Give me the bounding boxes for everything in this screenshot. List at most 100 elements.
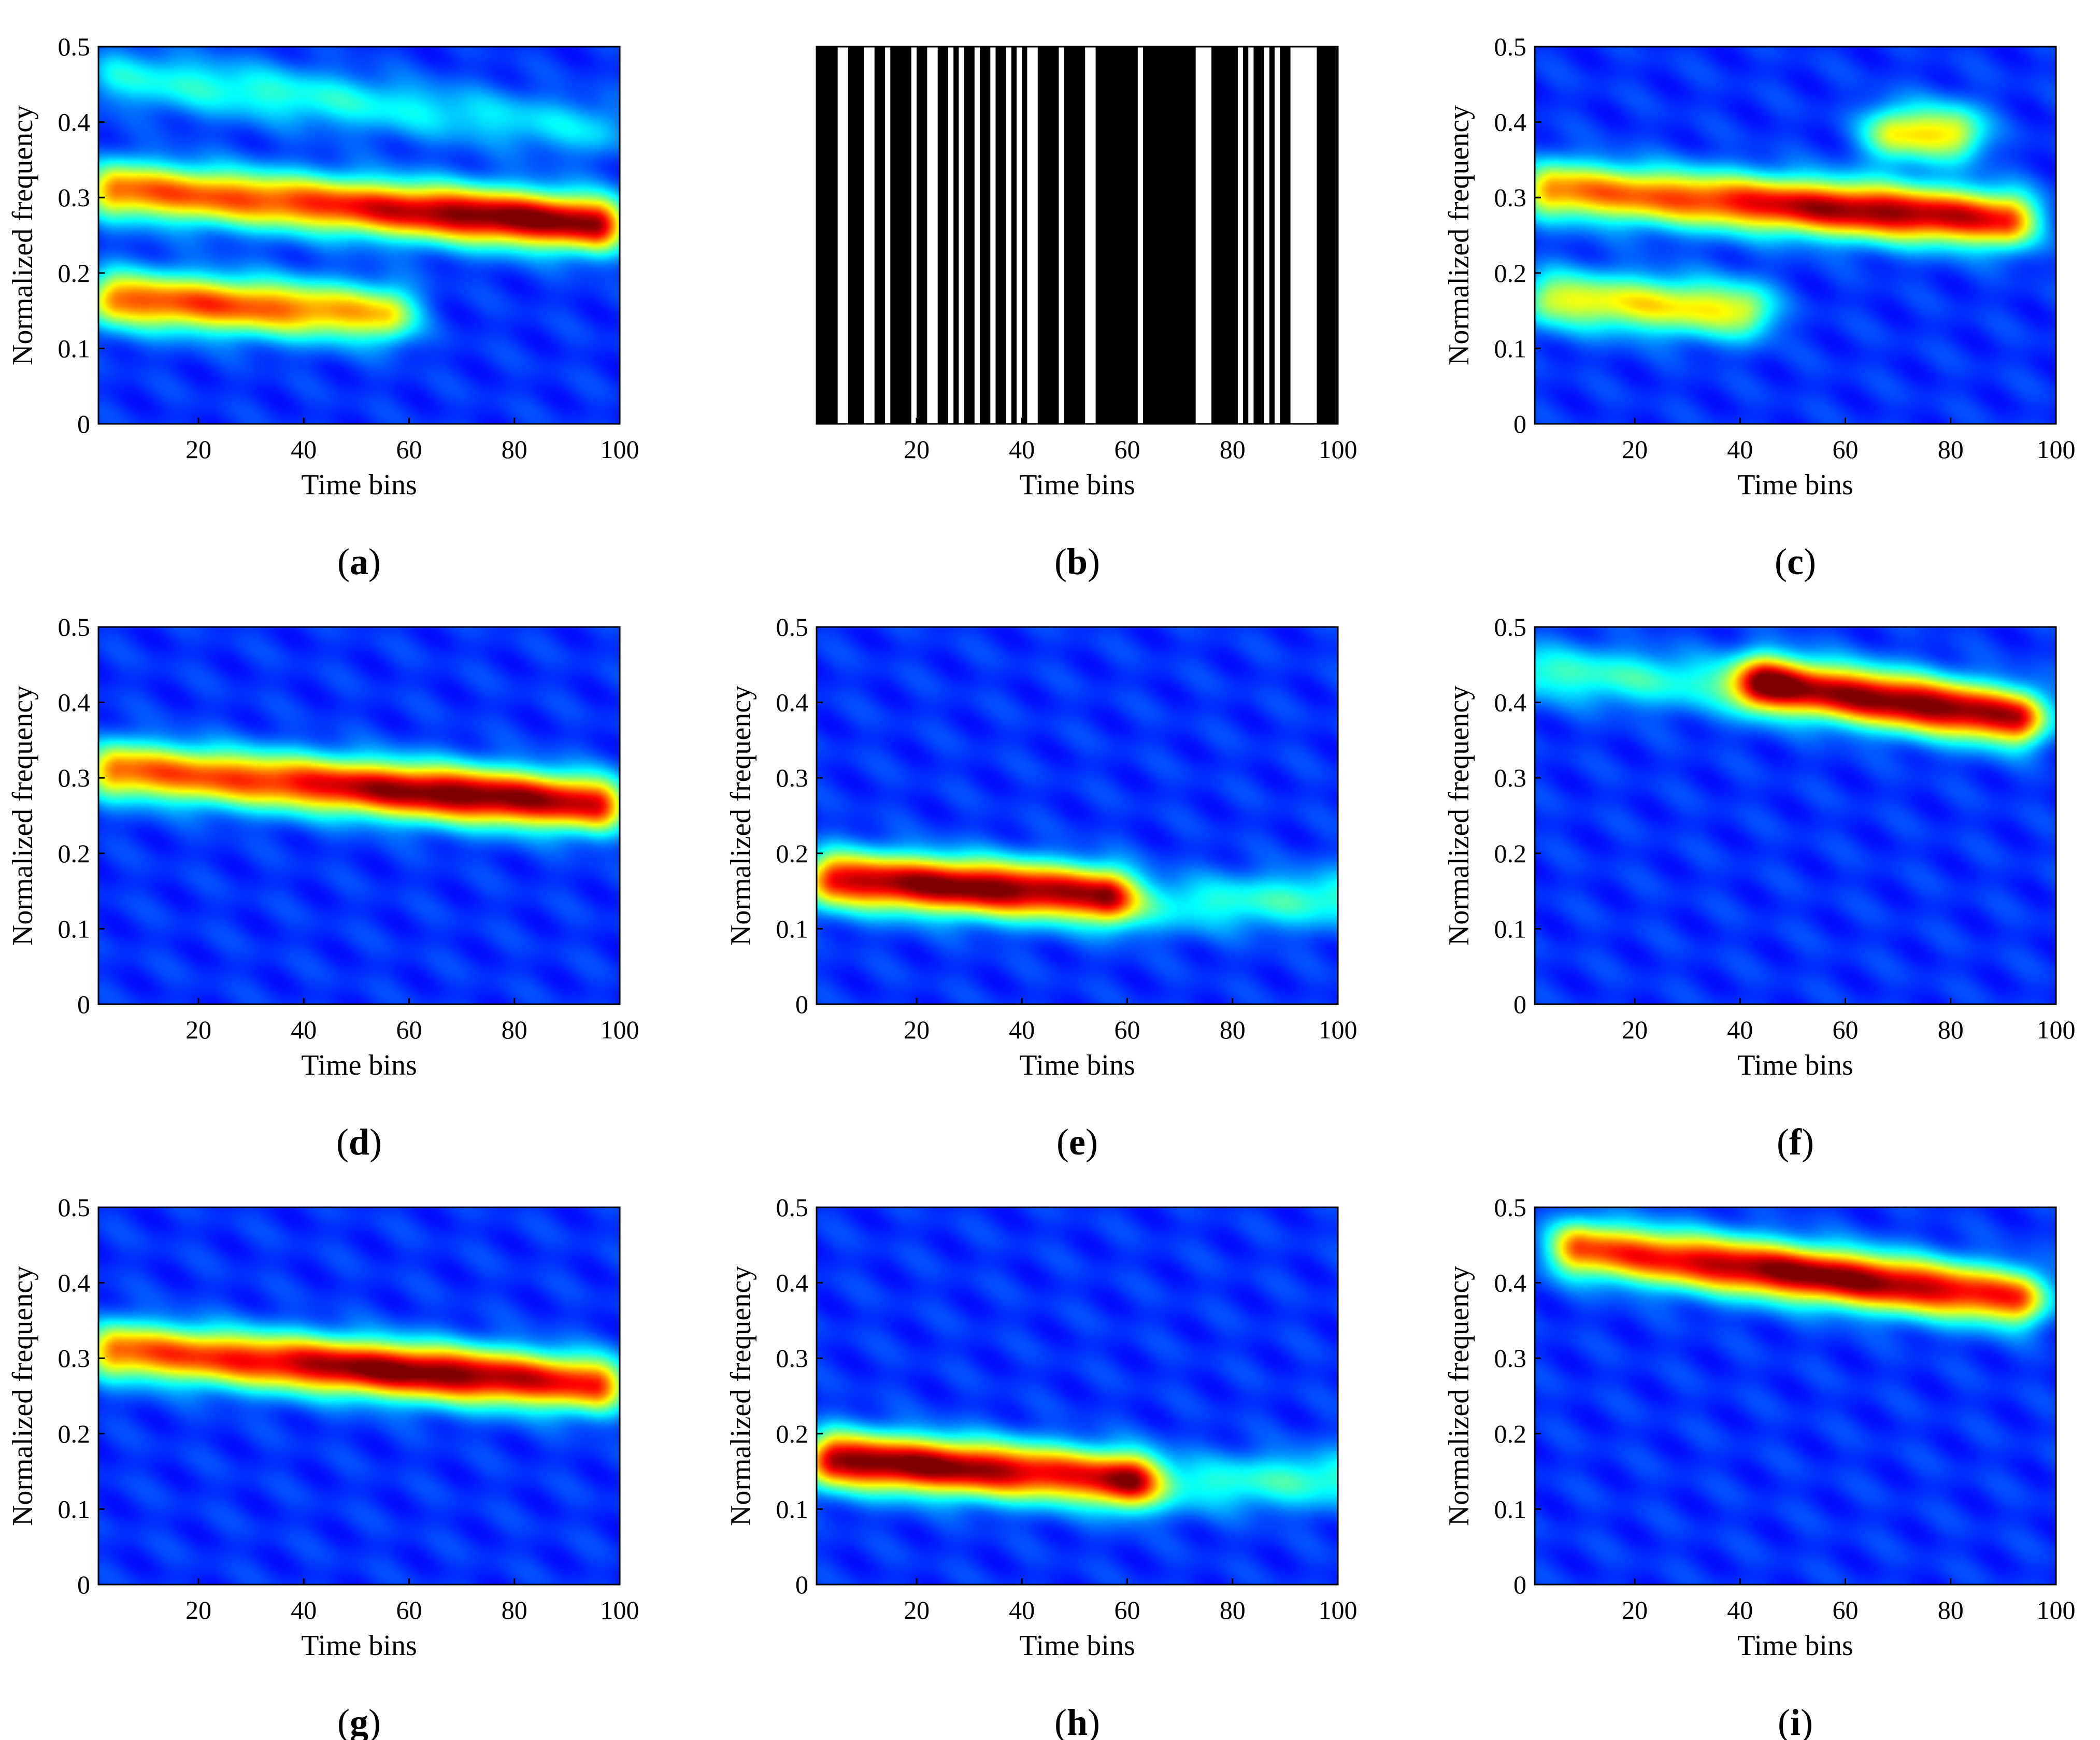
ylabel-g: Normalized frequency (7, 1266, 39, 1526)
xtick-label: 80 (1220, 435, 1246, 464)
xtick-label: 40 (1009, 1595, 1035, 1624)
axes-frame (1534, 1206, 2057, 1586)
ytick-label: 0.3 (1494, 763, 1527, 792)
axes-frame (1534, 46, 2057, 425)
ytick-label: 0.3 (1494, 183, 1527, 212)
ytick-label: 0.2 (58, 259, 91, 288)
ytick-label: 0.2 (58, 1419, 91, 1448)
ytick-label: 0.1 (58, 1494, 91, 1523)
mask-bar (1248, 47, 1254, 424)
mask-bar (1290, 47, 1317, 424)
mask-bar (1085, 47, 1096, 424)
xtick-label: 20 (185, 435, 211, 464)
xtick-label: 100 (2037, 1595, 2076, 1624)
xlabel-c: Time bins (1737, 469, 1853, 501)
xtick-label: 80 (1220, 1595, 1246, 1624)
xtick-label: 80 (502, 1595, 527, 1624)
ytick-label: 0.4 (58, 108, 91, 137)
ytick-label: 0 (77, 990, 90, 1019)
ytick-label: 0.4 (776, 1268, 809, 1297)
ytick-label: 0 (77, 409, 90, 438)
mask-bar (1195, 47, 1212, 424)
heatmap-i (1535, 1207, 2056, 1585)
caption-h: (h) (1054, 1702, 1100, 1740)
ylabel-d: Normalized frequency (7, 686, 39, 946)
ytick-label: 0.1 (1494, 914, 1527, 943)
xtick-label: 100 (1319, 1595, 1358, 1624)
ytick-label: 0.4 (1494, 688, 1527, 717)
xlabel-h: Time bins (1019, 1630, 1135, 1662)
panel-e: 0 0.1 0.2 0.3 0.4 0.5 Normalized frequency 20 40… (725, 612, 1358, 1163)
ytick-label: 0.4 (58, 688, 91, 717)
xtick-label: 20 (904, 1595, 930, 1624)
panel-g: 0 0.1 0.2 0.3 0.4 0.5 Normalized frequency 20 40… (7, 1193, 639, 1740)
xtick-label: 60 (1833, 1015, 1859, 1044)
ytick-label: 0.3 (58, 763, 91, 792)
xlabel-f: Time bins (1737, 1049, 1853, 1081)
axes-frame (816, 626, 1339, 1005)
xtick-label: 100 (601, 1595, 639, 1624)
xtick-label: 100 (601, 1015, 639, 1044)
ytick-label: 0.3 (776, 1344, 809, 1373)
xtick-label: 60 (1115, 435, 1140, 464)
axes-frame (97, 1206, 621, 1586)
xlabel-b: Time bins (1019, 469, 1135, 501)
ytick-label: 0 (77, 1570, 90, 1599)
ytick-label: 0.2 (1494, 1419, 1527, 1448)
xtick-label: 100 (1319, 1015, 1358, 1044)
xtick-label: 60 (1115, 1595, 1140, 1624)
ytick-label: 0.4 (776, 688, 809, 717)
heatmap-a (98, 47, 620, 424)
caption-a: (a) (337, 541, 381, 582)
heatmap-e (817, 627, 1338, 1004)
ylabel-f: Normalized frequency (1443, 686, 1475, 946)
ytick-label: 0.2 (776, 839, 809, 868)
ytick-label: 0.1 (776, 1494, 809, 1523)
ytick-label: 0.3 (776, 763, 809, 792)
caption-c: (c) (1775, 541, 1816, 582)
panel-h: 0 0.1 0.2 0.3 0.4 0.5 Normalized frequency 20 40… (725, 1193, 1358, 1740)
ytick-label: 0.5 (1494, 612, 1527, 641)
xtick-label: 20 (185, 1015, 211, 1044)
ytick-label: 0.2 (58, 839, 91, 868)
ytick-label: 0 (1513, 409, 1526, 438)
xtick-label: 20 (1622, 435, 1648, 464)
panel-c: 0 0.1 0.2 0.3 0.4 0.5 Normalized frequency 20 40… (1443, 32, 2076, 582)
ytick-label: 0.5 (776, 1193, 809, 1222)
ytick-label: 0.1 (1494, 1494, 1527, 1523)
xtick-label: 40 (291, 1595, 317, 1624)
xtick-label: 100 (2037, 435, 2076, 464)
xlabel-a: Time bins (301, 469, 417, 501)
xtick-label: 100 (1319, 435, 1358, 464)
xtick-label: 40 (291, 1015, 317, 1044)
mask-bar (1264, 47, 1269, 424)
ytick-label: 0.1 (58, 914, 91, 943)
heatmap-g (98, 1207, 620, 1585)
ylabel-h: Normalized frequency (725, 1266, 757, 1526)
ytick-label: 0.5 (58, 32, 91, 61)
panel-d: 0 0.1 0.2 0.3 0.4 0.5 Normalized frequency 20 40… (7, 612, 639, 1163)
ytick-label: 0.4 (58, 1268, 91, 1297)
mask-bar (974, 47, 980, 424)
heatmap-f (1535, 627, 2056, 1004)
ytick-label: 0.3 (58, 1344, 91, 1373)
panel-i: 0 0.1 0.2 0.3 0.4 0.5 Normalized frequency 20 40… (1443, 1193, 2076, 1740)
heatmap-h (817, 1207, 1338, 1585)
mask-bar (911, 47, 917, 424)
xlabel-i: Time bins (1737, 1630, 1853, 1662)
xlabel-g: Time bins (301, 1630, 417, 1662)
ytick-label: 0.3 (1494, 1344, 1527, 1373)
axes-frame (816, 1206, 1339, 1586)
ytick-label: 0.4 (1494, 108, 1527, 137)
xtick-label: 60 (396, 435, 422, 464)
xtick-label: 40 (291, 435, 317, 464)
mask-bar (837, 47, 848, 424)
ytick-label: 0.1 (776, 914, 809, 943)
xtick-label: 40 (1009, 435, 1035, 464)
caption-b: (b) (1054, 541, 1100, 582)
mask-bar (864, 47, 875, 424)
ytick-label: 0 (1513, 1570, 1526, 1599)
xtick-label: 80 (1220, 1015, 1246, 1044)
caption-g: (g) (337, 1702, 381, 1740)
